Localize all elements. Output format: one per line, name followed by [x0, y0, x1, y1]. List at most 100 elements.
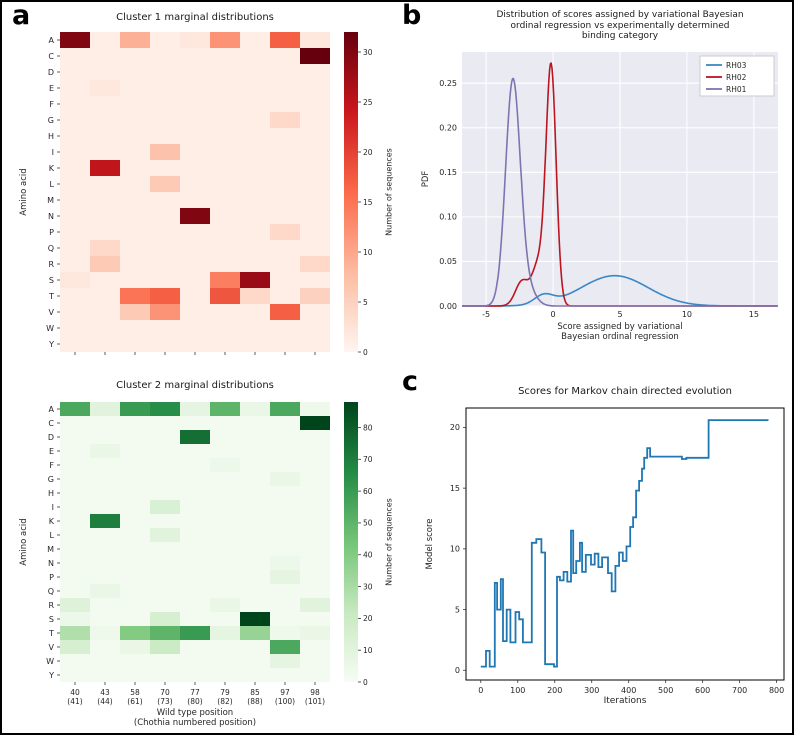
heatmap-cell: [180, 176, 210, 192]
heatmap-cell: [270, 128, 300, 144]
row-label: R: [48, 601, 54, 610]
heatmap-cell: [300, 500, 330, 514]
heatmap-cell: [120, 304, 150, 320]
heatmap-cell: [210, 32, 240, 48]
heatmap-cell: [60, 144, 90, 160]
heatmap-cell: [180, 402, 210, 416]
heatmap-cell: [60, 668, 90, 682]
heatmap-cell: [270, 668, 300, 682]
heatmap-cell: [270, 304, 300, 320]
heatmap-cell: [120, 208, 150, 224]
heatmap-cell: [60, 514, 90, 528]
heatmap-cell: [150, 48, 180, 64]
heatmap-cell: [180, 486, 210, 500]
row-label: V: [49, 308, 55, 317]
heatmap-cell: [120, 528, 150, 542]
cluster2-title: Cluster 2 marginal distributions: [116, 380, 274, 391]
heatmap-cell: [60, 486, 90, 500]
heatmap-cell: [240, 598, 270, 612]
colorbar-tick-label: 0: [363, 678, 368, 687]
heatmap-cell: [60, 612, 90, 626]
row-label: C: [48, 419, 54, 428]
heatmap-cell: [120, 288, 150, 304]
heatmap-cell: [90, 570, 120, 584]
heatmap-cell: [60, 48, 90, 64]
heatmap-cell: [240, 112, 270, 128]
heatmap-cell: [240, 80, 270, 96]
heatmap-cell: [240, 64, 270, 80]
row-label: A: [49, 405, 55, 414]
row-label: M: [47, 545, 54, 554]
heatmap-cell: [60, 640, 90, 654]
colorbar-tick-label: 30: [363, 48, 373, 57]
heatmap-cell: [240, 224, 270, 240]
row-label: F: [49, 461, 54, 470]
heatmap-cell: [150, 668, 180, 682]
heatmap-cell: [270, 336, 300, 352]
col-label: 97: [280, 688, 290, 697]
col-label: 70: [160, 688, 170, 697]
heatmap-cell: [60, 402, 90, 416]
heatmap-cell: [90, 444, 120, 458]
heatmap-cell: [240, 144, 270, 160]
heatmap-cell: [120, 32, 150, 48]
heatmap-cell: [240, 416, 270, 430]
col-sublabel: (100): [275, 697, 295, 706]
heatmap-cell: [60, 542, 90, 556]
row-label: I: [52, 503, 54, 512]
heatmap-cell: [210, 144, 240, 160]
heatmap-cell: [300, 48, 330, 64]
heatmap-cell: [60, 472, 90, 486]
heatmap-cell: [180, 500, 210, 514]
heatmap-cell: [150, 192, 180, 208]
heatmap-cell: [90, 336, 120, 352]
heatmap-cell: [270, 112, 300, 128]
cluster2-xlabel: Wild type position (Chothia numbered pos…: [133, 708, 257, 728]
y-tick-label: 20: [450, 423, 460, 432]
heatmap-cell: [90, 500, 120, 514]
heatmap-cell: [90, 96, 120, 112]
row-label: E: [49, 84, 54, 93]
heatmap-cell: [240, 430, 270, 444]
panel-label-c: c: [402, 366, 419, 397]
heatmap-cell: [180, 256, 210, 272]
heatmap-cell: [240, 288, 270, 304]
col-sublabel: (101): [305, 697, 325, 706]
heatmap-cell: [210, 472, 240, 486]
col-label: 77: [190, 688, 200, 697]
markov-evolution-plot: Scores for Markov chain directed evoluti…: [400, 380, 792, 732]
heatmap-cell: [180, 556, 210, 570]
row-label: E: [49, 447, 54, 456]
heatmap-cell: [270, 80, 300, 96]
heatmap-cell: [300, 128, 330, 144]
heatmap-cell: [150, 416, 180, 430]
heatmap-cell: [120, 224, 150, 240]
heatmap-cell: [60, 430, 90, 444]
y-tick-label: 15: [450, 484, 460, 493]
col-sublabel: (41): [67, 697, 82, 706]
heatmap-cell: [180, 80, 210, 96]
heatmap-cell: [180, 430, 210, 444]
colorbar-tick-label: 10: [363, 646, 373, 655]
heatmap-cell: [150, 570, 180, 584]
heatmap-cell: [60, 598, 90, 612]
heatmap-cell: [120, 240, 150, 256]
heatmap-cell: [60, 112, 90, 128]
heatmap-cell: [180, 640, 210, 654]
heatmap-cell: [210, 96, 240, 112]
heatmap-cell: [180, 224, 210, 240]
heatmap-cell: [300, 32, 330, 48]
heatmap-cell: [150, 32, 180, 48]
heatmap-cell: [270, 240, 300, 256]
heatmap-cell: [210, 514, 240, 528]
heatmap-cell: [270, 570, 300, 584]
row-label: G: [48, 475, 54, 484]
heatmap-cell: [270, 626, 300, 640]
heatmap-cell: [300, 320, 330, 336]
row-label: N: [48, 559, 54, 568]
row-label: A: [49, 36, 55, 45]
heatmap-cell: [210, 542, 240, 556]
heatmap-cell: [120, 144, 150, 160]
heatmap-cell: [300, 514, 330, 528]
heatmap-cell: [240, 528, 270, 542]
